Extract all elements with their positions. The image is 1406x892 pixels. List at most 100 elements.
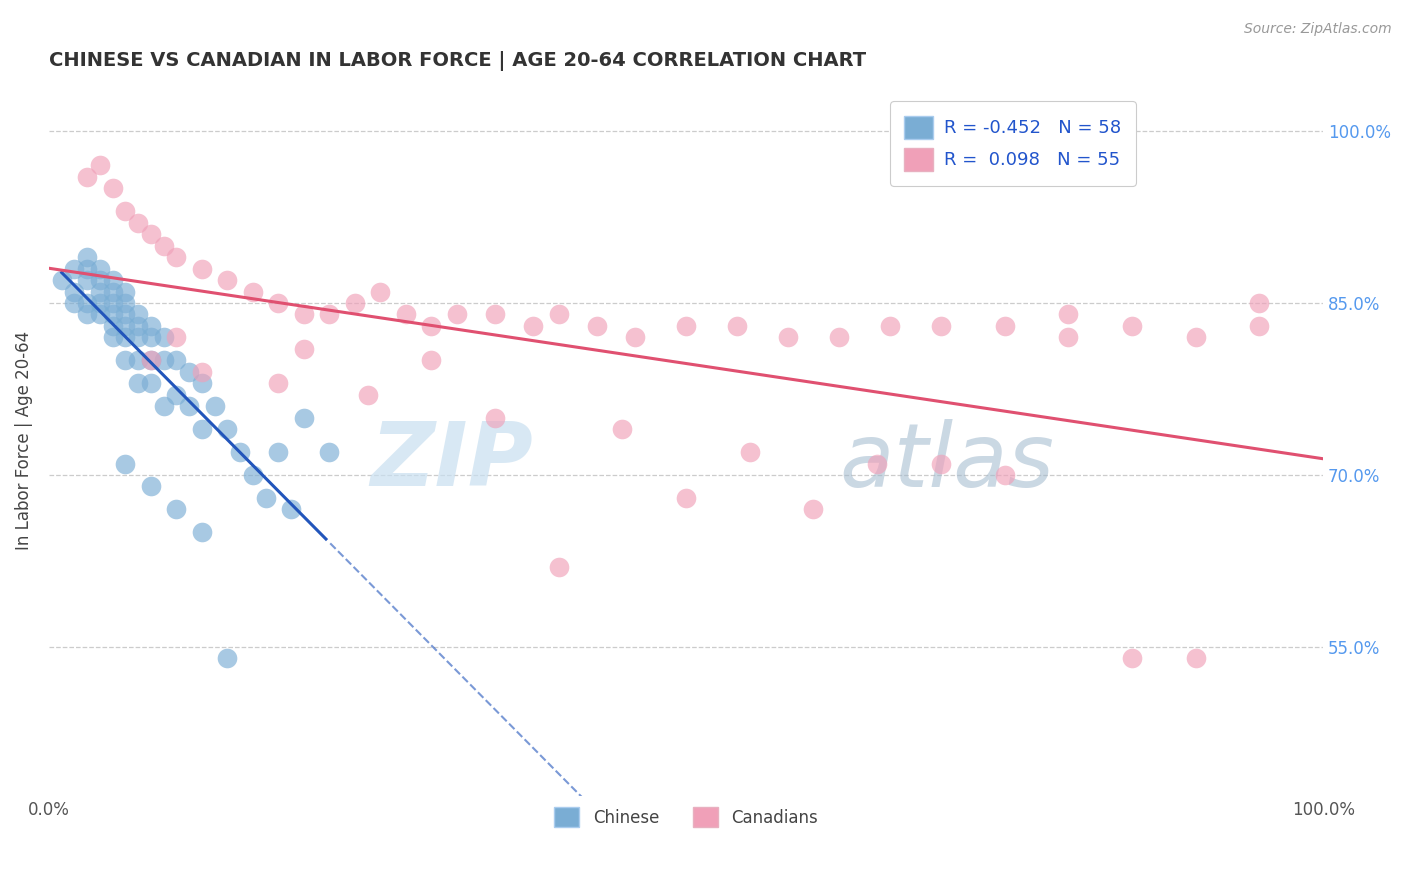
Point bbox=[217, 651, 239, 665]
Point bbox=[191, 376, 214, 391]
Point bbox=[139, 479, 162, 493]
Point bbox=[165, 502, 187, 516]
Point bbox=[101, 318, 124, 333]
Point bbox=[356, 388, 378, 402]
Point bbox=[547, 559, 569, 574]
Point bbox=[866, 457, 889, 471]
Point bbox=[254, 491, 277, 505]
Point bbox=[101, 285, 124, 299]
Point bbox=[776, 330, 799, 344]
Point bbox=[127, 376, 149, 391]
Point bbox=[267, 296, 290, 310]
Point bbox=[204, 399, 226, 413]
Point bbox=[127, 318, 149, 333]
Point bbox=[343, 296, 366, 310]
Point bbox=[76, 169, 98, 184]
Point bbox=[586, 318, 609, 333]
Text: ZIP: ZIP bbox=[370, 418, 533, 506]
Point bbox=[994, 468, 1017, 483]
Point bbox=[929, 457, 952, 471]
Point bbox=[725, 318, 748, 333]
Point bbox=[139, 227, 162, 242]
Point bbox=[89, 273, 111, 287]
Point bbox=[1249, 318, 1271, 333]
Point bbox=[139, 353, 162, 368]
Point bbox=[179, 399, 201, 413]
Point bbox=[114, 308, 136, 322]
Point bbox=[191, 525, 214, 540]
Point bbox=[114, 296, 136, 310]
Point bbox=[114, 457, 136, 471]
Point bbox=[89, 285, 111, 299]
Point bbox=[114, 353, 136, 368]
Point bbox=[191, 422, 214, 436]
Point bbox=[612, 422, 634, 436]
Point bbox=[152, 353, 174, 368]
Point bbox=[803, 502, 825, 516]
Point bbox=[1057, 308, 1080, 322]
Point bbox=[139, 353, 162, 368]
Point bbox=[101, 273, 124, 287]
Point bbox=[292, 342, 315, 356]
Point bbox=[624, 330, 647, 344]
Point bbox=[179, 365, 201, 379]
Point bbox=[165, 250, 187, 264]
Point bbox=[675, 318, 697, 333]
Point bbox=[139, 318, 162, 333]
Text: CHINESE VS CANADIAN IN LABOR FORCE | AGE 20-64 CORRELATION CHART: CHINESE VS CANADIAN IN LABOR FORCE | AGE… bbox=[49, 51, 866, 70]
Point bbox=[76, 273, 98, 287]
Point bbox=[267, 445, 290, 459]
Point bbox=[76, 261, 98, 276]
Point bbox=[139, 376, 162, 391]
Point bbox=[1121, 318, 1143, 333]
Point bbox=[929, 318, 952, 333]
Point bbox=[267, 376, 290, 391]
Point bbox=[994, 318, 1017, 333]
Point bbox=[1184, 330, 1206, 344]
Point bbox=[152, 330, 174, 344]
Point bbox=[165, 388, 187, 402]
Point bbox=[484, 410, 506, 425]
Point bbox=[395, 308, 418, 322]
Point bbox=[89, 308, 111, 322]
Point bbox=[101, 330, 124, 344]
Point bbox=[89, 158, 111, 172]
Point bbox=[114, 285, 136, 299]
Point bbox=[1121, 651, 1143, 665]
Point bbox=[191, 365, 214, 379]
Point bbox=[114, 204, 136, 219]
Point bbox=[484, 308, 506, 322]
Point bbox=[63, 296, 86, 310]
Point bbox=[89, 261, 111, 276]
Point bbox=[318, 445, 340, 459]
Point bbox=[127, 353, 149, 368]
Point bbox=[127, 308, 149, 322]
Point bbox=[675, 491, 697, 505]
Point bbox=[879, 318, 901, 333]
Point bbox=[76, 250, 98, 264]
Point bbox=[101, 296, 124, 310]
Point bbox=[217, 273, 239, 287]
Legend: Chinese, Canadians: Chinese, Canadians bbox=[548, 800, 824, 834]
Point bbox=[242, 468, 264, 483]
Point bbox=[63, 261, 86, 276]
Point bbox=[89, 296, 111, 310]
Point bbox=[738, 445, 761, 459]
Point bbox=[152, 238, 174, 252]
Point bbox=[242, 285, 264, 299]
Point bbox=[280, 502, 302, 516]
Text: atlas: atlas bbox=[839, 419, 1054, 505]
Point bbox=[51, 273, 73, 287]
Point bbox=[547, 308, 569, 322]
Point bbox=[1057, 330, 1080, 344]
Point bbox=[127, 216, 149, 230]
Point bbox=[229, 445, 252, 459]
Point bbox=[165, 353, 187, 368]
Point bbox=[217, 422, 239, 436]
Point bbox=[828, 330, 851, 344]
Point bbox=[165, 330, 187, 344]
Point bbox=[420, 318, 443, 333]
Point bbox=[114, 330, 136, 344]
Point bbox=[76, 296, 98, 310]
Text: Source: ZipAtlas.com: Source: ZipAtlas.com bbox=[1244, 22, 1392, 37]
